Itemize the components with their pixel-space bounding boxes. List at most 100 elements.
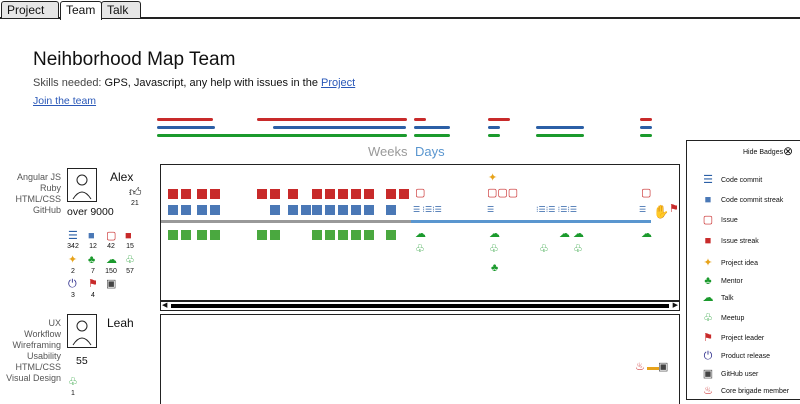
legend-label: Issue streak xyxy=(721,238,759,245)
commit-mark xyxy=(270,205,280,215)
issue-mark xyxy=(386,189,396,199)
badge-count: 4 xyxy=(91,292,95,299)
close-icon[interactable]: ⊗ xyxy=(783,144,794,158)
badge-count: 2 xyxy=(71,268,75,275)
github-user-icon: ▣ xyxy=(658,361,669,373)
issue-mark xyxy=(197,189,207,199)
tab-team[interactable]: Team xyxy=(60,1,102,20)
code-commit-icon: ☰ xyxy=(639,205,647,214)
summary-bar-blue xyxy=(414,126,450,129)
badge-legend: Hide Badges ⊗ ☰ Code commit ■ Code commit … xyxy=(686,140,800,400)
meetup-mark xyxy=(270,230,280,240)
legend-item: ♨ Core brigade member xyxy=(687,385,800,401)
commit-mark xyxy=(181,205,191,215)
days-timeline xyxy=(411,220,651,223)
issue-mark xyxy=(257,189,267,199)
meetup-icon: ♧ xyxy=(539,243,549,255)
summary-bar-red xyxy=(414,118,426,121)
summary-bar-blue xyxy=(488,126,500,129)
legend-label: Mentor xyxy=(721,278,743,285)
legend-item: ♧ Meetup xyxy=(687,312,800,328)
summary-bar-red xyxy=(488,118,510,121)
scroll-left-arrow-icon[interactable]: ◀ xyxy=(162,302,168,309)
avatar[interactable] xyxy=(67,314,97,348)
days-toggle[interactable]: Days xyxy=(415,144,445,159)
issue-mark xyxy=(181,189,191,199)
summary-bar-green xyxy=(488,134,500,137)
commit-mark xyxy=(168,205,178,215)
project-leader-icon: ⚑ xyxy=(703,332,713,344)
issue-mark xyxy=(210,189,220,199)
legend-label: Core brigade member xyxy=(721,388,790,395)
tab-project[interactable]: Project xyxy=(1,1,59,18)
skills-needed-label: Skills needed: xyxy=(33,77,102,89)
timeline-scrollbar[interactable]: ◀ ▶ xyxy=(160,301,680,311)
badge-count: 3 xyxy=(71,292,75,299)
summary-bar-blue xyxy=(536,126,584,129)
legend-item: ☁ Talk xyxy=(687,292,800,308)
badge-count: 150 xyxy=(105,268,117,275)
project-idea-icon: ✦ xyxy=(488,172,498,184)
legend-label: Project idea xyxy=(721,260,758,267)
member-name[interactable]: Alex xyxy=(110,170,134,184)
drag-cursor-icon[interactable]: ✋ xyxy=(653,204,670,219)
meetup-mark xyxy=(168,230,178,240)
scroll-right-arrow-icon[interactable]: ▶ xyxy=(672,302,678,309)
issue-mark xyxy=(364,189,374,199)
code-commit-icon: ☰ xyxy=(68,230,78,242)
avatar[interactable] xyxy=(67,168,97,202)
skill-tag: Usability xyxy=(26,351,61,361)
avatar-sketch-icon xyxy=(72,320,92,346)
summary-bar-red xyxy=(257,118,407,121)
meetup-mark xyxy=(338,230,348,240)
tab-bar-line xyxy=(0,17,800,19)
skill-tag: GitHub xyxy=(32,205,61,215)
meetup-icon: ♧ xyxy=(415,243,425,255)
tab-talk[interactable]: Talk xyxy=(101,1,141,18)
issue-streak-icon: ■ xyxy=(704,235,712,247)
summary-bar-blue xyxy=(157,126,215,129)
commit-mark xyxy=(386,205,396,215)
skill-tag: Ruby xyxy=(39,183,61,193)
skill-tag: Angular JS xyxy=(16,172,61,182)
meetup-mark xyxy=(312,230,322,240)
commit-mark xyxy=(351,205,361,215)
meetup-mark xyxy=(386,230,396,240)
summary-bar-green xyxy=(414,134,450,137)
page-title: Neihborhood Map Team xyxy=(33,49,236,70)
link-line xyxy=(647,367,659,370)
member-score: over 9000 xyxy=(67,206,114,218)
issue-mark xyxy=(338,189,348,199)
activity-timeline: ♨ ▣ xyxy=(160,314,680,404)
weeks-toggle[interactable]: Weeks xyxy=(368,144,408,159)
core-brigade-member-icon: ♨ xyxy=(703,385,713,397)
issue-mark xyxy=(399,189,409,199)
badge-count: 12 xyxy=(89,243,97,250)
legend-label: Meetup xyxy=(721,315,745,322)
talk-icon: ☁ xyxy=(559,228,570,240)
commit-mark xyxy=(312,205,322,215)
thumbs-up-icon[interactable]: 👍︎ xyxy=(129,185,142,199)
product-release-icon: ⏻ xyxy=(703,350,713,362)
meetup-icon: ♧ xyxy=(703,312,713,324)
commit-mark xyxy=(325,205,335,215)
meetup-mark xyxy=(351,230,361,240)
skill-tag: HTML/CSS xyxy=(15,194,61,204)
member-name[interactable]: Leah xyxy=(107,316,134,330)
legend-item: ▣ GitHub user xyxy=(687,368,800,384)
project-idea-icon: ✦ xyxy=(703,257,713,269)
talk-icon: ☁ xyxy=(702,292,714,304)
legend-label: Code commit xyxy=(721,177,763,184)
issue-mark xyxy=(168,189,178,199)
meetup-icon: ♧ xyxy=(125,254,135,266)
issue-mark xyxy=(312,189,322,199)
legend-item: ☰ Code commit xyxy=(687,174,800,190)
meetup-icon: ♧ xyxy=(68,376,78,388)
issue-icon: ▢▢▢ xyxy=(487,187,519,199)
talk-icon: ☁ xyxy=(415,228,426,240)
scroll-thumb[interactable] xyxy=(171,304,669,308)
hide-badges-button[interactable]: Hide Badges xyxy=(743,149,784,156)
join-team-link[interactable]: Join the team xyxy=(33,95,97,107)
project-link[interactable]: Project xyxy=(321,77,356,89)
legend-item: ⚑ Project leader xyxy=(687,332,800,348)
